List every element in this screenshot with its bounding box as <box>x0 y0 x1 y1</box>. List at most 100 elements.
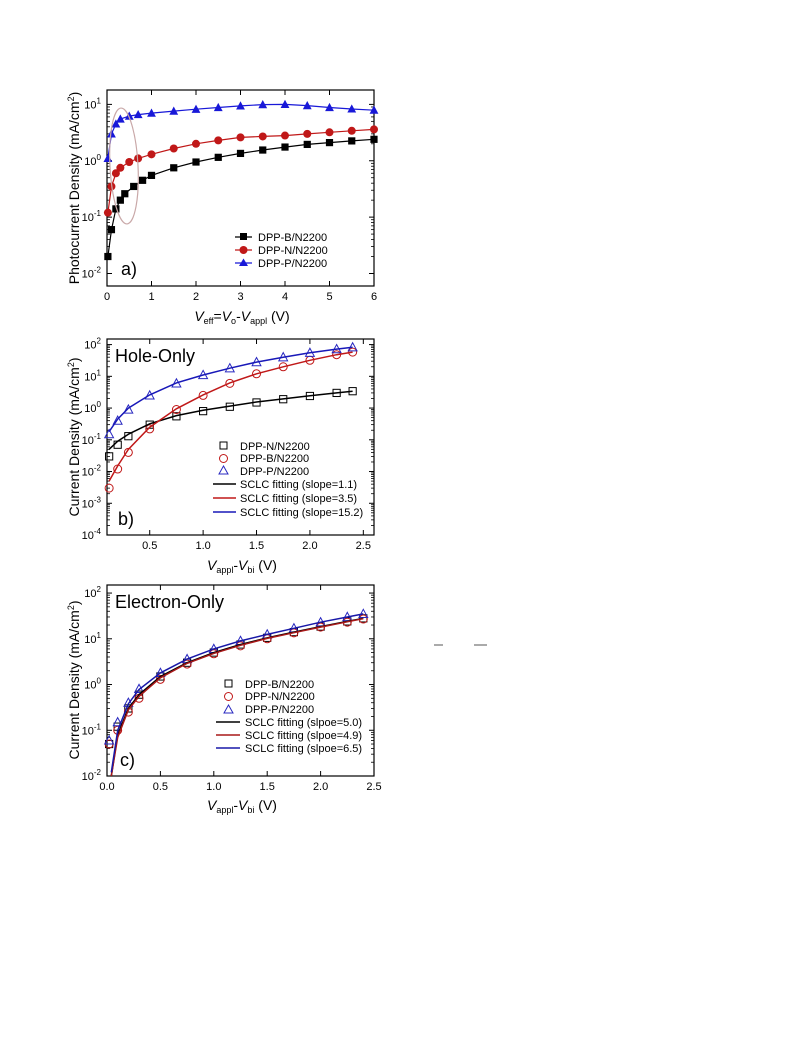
y-tick-label: 10-4 <box>82 527 102 542</box>
data-point-b-1 <box>145 424 155 434</box>
panel-label-c: c) <box>120 750 135 770</box>
plot-frame-c <box>106 584 375 777</box>
y-tick-label: 10-3 <box>82 495 102 510</box>
data-point-a-1 <box>236 133 245 142</box>
marks-a <box>103 99 379 261</box>
series-line-c-5 <box>110 613 364 773</box>
data-point-a-0 <box>281 143 289 151</box>
x-tick-label: 0.5 <box>153 781 168 793</box>
data-point-a-1 <box>111 169 120 178</box>
series-line-c-4 <box>110 617 364 777</box>
legend-marker-a-1 <box>239 246 248 254</box>
x-tick-label: 0.5 <box>142 540 157 552</box>
legend-entry-b-4: SCLC fitting (slope=3.5) <box>240 493 357 505</box>
legend-marker-b-1 <box>219 454 228 463</box>
data-point-a-0 <box>147 171 156 179</box>
data-point-a-1 <box>258 132 267 141</box>
data-point-b-1 <box>278 362 288 372</box>
data-point-a-1 <box>325 128 334 137</box>
data-point-b-1 <box>104 483 114 493</box>
legend-marker-b-0 <box>219 441 228 450</box>
data-point-a-0 <box>104 252 112 261</box>
legend-entry-a-0: DPP-B/N2200 <box>258 232 327 244</box>
legend-entry-a-1: DPP-N/N2200 <box>258 245 328 257</box>
series-line-b-3 <box>108 390 353 450</box>
data-point-a-1 <box>147 150 156 159</box>
data-point-a-0 <box>170 164 178 172</box>
data-point-c-2 <box>112 716 123 727</box>
data-point-b-2 <box>144 389 155 400</box>
data-point-a-2 <box>280 99 290 108</box>
data-point-a-0 <box>370 135 378 143</box>
x-tick-label: 2.0 <box>302 540 317 552</box>
panel-label-b: b) <box>118 509 134 529</box>
data-point-a-2 <box>115 114 125 123</box>
data-point-a-1 <box>103 208 112 217</box>
panel-c: 0.0 0.5 1.0 1.5 2.0 2.5 10-2 10-1 100 101 102 Elec… <box>66 584 382 815</box>
data-point-a-0 <box>112 205 120 213</box>
data-point-b-0 <box>105 452 114 461</box>
data-point-a-2 <box>258 100 268 109</box>
series-line-b-4 <box>108 351 353 482</box>
legend-b: DPP-N/N2200 DPP-B/N2200 DPP-P/N2200 SCLC… <box>213 441 363 519</box>
x-tick-label: 4 <box>282 291 288 303</box>
data-point-a-2 <box>213 102 223 112</box>
panel-a: 0 1 2 3 4 5 6 10-2 10-1 100 101 a) DPP-B/N2200 DPP… <box>66 89 379 326</box>
data-point-b-2 <box>112 415 123 425</box>
y-axis-label-a: Photocurrent Density (mA/cm2) <box>66 92 82 285</box>
legend-entry-b-1: DPP-B/N2200 <box>240 453 309 465</box>
x-tick-label: 2 <box>193 291 199 303</box>
x-tick-label: 0 <box>104 291 110 303</box>
legend-entry-c-4: SCLC fitting (slpoe=4.9) <box>245 730 362 742</box>
data-point-a-1 <box>370 125 378 134</box>
legend-marker-c-2 <box>223 703 234 714</box>
x-tick-label: 2.5 <box>366 781 381 793</box>
panel-label-a: a) <box>121 259 137 279</box>
data-point-a-0 <box>259 146 267 154</box>
x-tick-label: 3 <box>237 291 243 303</box>
data-point-b-2 <box>123 403 134 414</box>
data-point-a-0 <box>348 137 356 145</box>
data-point-b-1 <box>252 369 262 379</box>
legend-entry-c-3: SCLC fitting (slpoe=5.0) <box>245 717 362 729</box>
ticks-c: 0.0 0.5 1.0 1.5 2.0 2.5 10-2 10-1 100 101 102 <box>82 585 382 793</box>
data-point-a-2 <box>124 111 134 120</box>
data-point-a-2 <box>169 106 179 115</box>
chart-title-b: Hole-Only <box>115 346 195 366</box>
data-point-a-0 <box>139 176 147 184</box>
data-point-b-1 <box>171 405 181 415</box>
legend-entry-c-0: DPP-B/N2200 <box>245 679 314 691</box>
x-tick-label: 1.5 <box>249 540 264 552</box>
legend-entry-b-0: DPP-N/N2200 <box>240 441 310 453</box>
data-point-a-2 <box>103 153 113 163</box>
y-tick-label: 100 <box>84 400 101 415</box>
data-point-b-1 <box>225 378 235 388</box>
data-point-b-1 <box>198 390 208 400</box>
y-tick-label: 102 <box>84 585 101 600</box>
legend-entry-b-2: DPP-P/N2200 <box>240 466 309 478</box>
highlight-ellipse <box>109 107 139 225</box>
series-line-b-5 <box>108 346 353 433</box>
legend-entry-b-5: SCLC fitting (slope=15.2) <box>240 507 363 519</box>
data-point-a-2 <box>107 129 116 138</box>
legend-marker-c-0 <box>224 679 233 688</box>
legend-marker-a-0 <box>240 233 247 240</box>
data-point-a-0 <box>116 196 124 204</box>
data-point-a-1 <box>134 154 143 163</box>
data-point-a-2 <box>147 108 156 117</box>
marks-c <box>103 608 369 777</box>
legend-marker-c-1 <box>224 692 233 701</box>
data-point-a-2 <box>325 102 334 112</box>
x-tick-label: 2.0 <box>313 781 328 793</box>
legend-entry-a-2: DPP-P/N2200 <box>258 258 327 270</box>
x-tick-label: 6 <box>371 291 377 303</box>
y-tick-label: 101 <box>84 96 101 111</box>
plot-frame-a <box>106 89 375 287</box>
data-point-a-2 <box>191 104 201 113</box>
legend-entry-c-1: DPP-N/N2200 <box>245 691 315 703</box>
x-tick-label: 1.5 <box>260 781 275 793</box>
y-tick-label: 10-2 <box>82 265 102 280</box>
legend-entry-b-3: SCLC fitting (slope=1.1) <box>240 479 357 491</box>
data-point-a-1 <box>169 144 178 153</box>
